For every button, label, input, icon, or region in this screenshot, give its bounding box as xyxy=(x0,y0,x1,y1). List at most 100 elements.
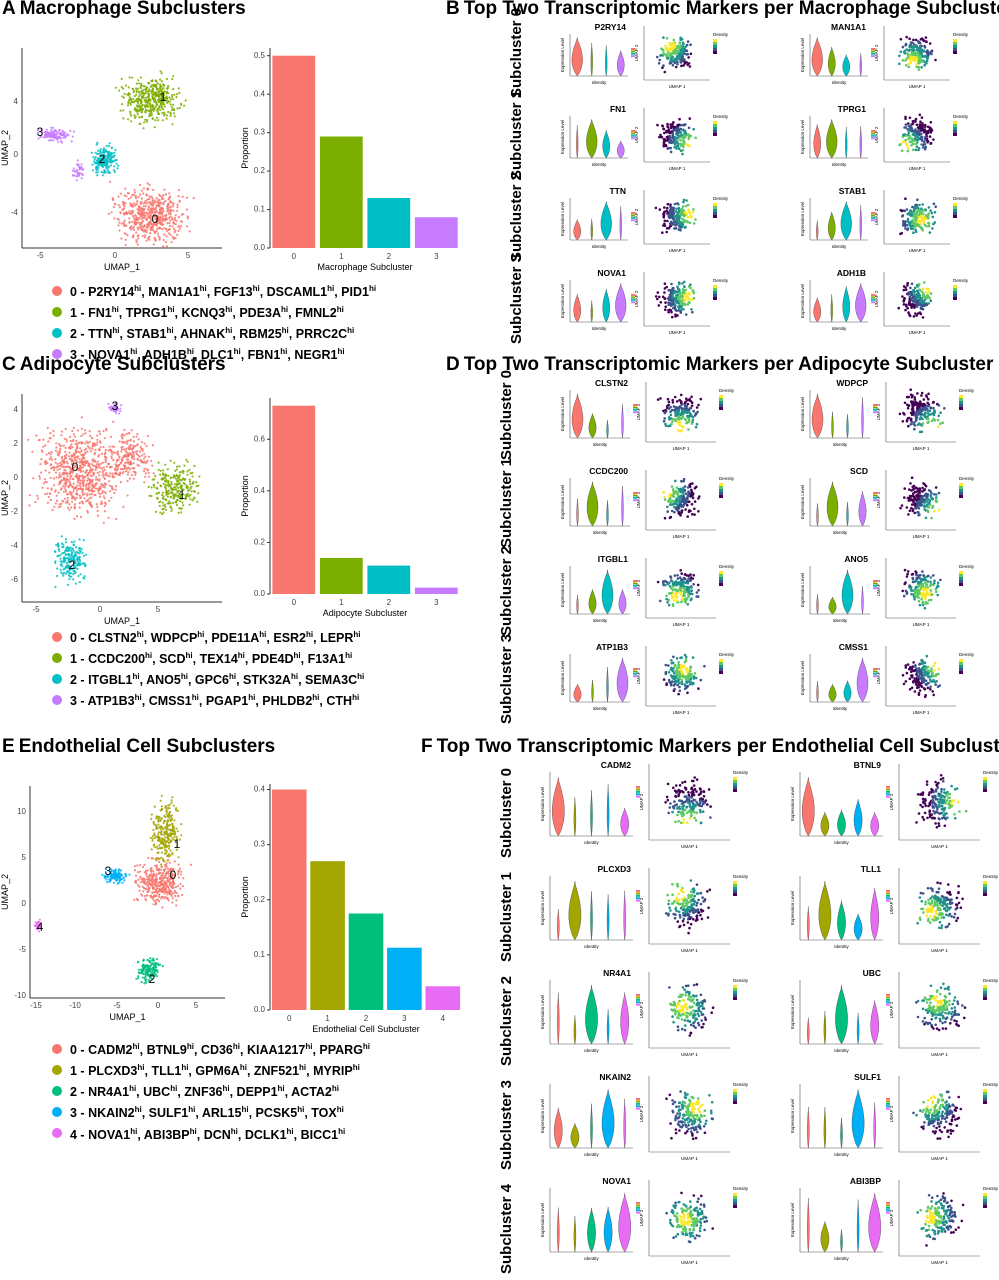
umap-point xyxy=(144,978,147,981)
legend-item-0: 0 - CADM2hi, BTNL9hi, CD36hi, KIAA1217hi… xyxy=(52,1038,370,1059)
umap-point xyxy=(129,112,132,115)
umap-point xyxy=(180,870,183,873)
umap-point xyxy=(44,469,47,472)
umap-point xyxy=(170,894,173,897)
umap-point xyxy=(136,243,139,246)
umap-point xyxy=(137,195,140,198)
density-y-label: UMAP 2 xyxy=(889,1105,894,1122)
umap-point xyxy=(114,469,117,472)
umap-point xyxy=(137,884,140,887)
umap-point xyxy=(61,552,64,555)
umap-point xyxy=(88,478,91,481)
umap-point xyxy=(89,465,92,468)
umap-point xyxy=(138,116,141,119)
umap-point xyxy=(70,572,73,575)
umap-point xyxy=(158,815,161,819)
umap-point xyxy=(188,478,191,481)
density-x-label: UMAP 1 xyxy=(669,330,686,335)
subcluster-row-label: Subcluster 1 xyxy=(498,457,515,548)
umap-point xyxy=(161,846,164,849)
umap-point xyxy=(69,439,72,443)
umap-point xyxy=(112,459,115,462)
umap-point xyxy=(158,847,161,850)
violin-shape xyxy=(619,206,622,241)
umap-point xyxy=(134,221,137,224)
density-points xyxy=(654,280,696,319)
umap-point xyxy=(157,199,160,202)
umap-point xyxy=(118,89,121,92)
umap-point xyxy=(174,494,177,497)
umap-point xyxy=(108,480,111,483)
umap-point xyxy=(34,500,37,504)
umap-point xyxy=(143,228,146,231)
umap-point xyxy=(107,449,110,452)
umap-point xyxy=(76,443,79,446)
umap-point xyxy=(130,429,133,432)
umap-point xyxy=(119,471,122,474)
umap-point xyxy=(86,487,90,490)
umap-point xyxy=(192,481,195,484)
umap-point xyxy=(98,478,101,481)
umap-point xyxy=(165,117,168,120)
umap-point xyxy=(165,474,168,477)
umap-point xyxy=(72,490,75,493)
umap-point xyxy=(89,450,93,453)
umap-point xyxy=(57,544,60,547)
umap-point xyxy=(178,483,181,486)
density-x-label: UMAP 1 xyxy=(669,84,686,89)
umap-point xyxy=(165,230,168,233)
umap-x-label: UMAP_1 xyxy=(109,1012,145,1022)
umap-point xyxy=(57,465,60,468)
violin-shape xyxy=(828,46,836,77)
umap-point xyxy=(160,856,163,859)
marker-gene-title: NR4A1 xyxy=(603,968,631,978)
umap-point xyxy=(64,538,67,541)
umap-point xyxy=(155,894,158,897)
violin-x-label: Identity xyxy=(593,530,608,535)
umap-point xyxy=(101,873,104,877)
umap-cluster-label: 3 xyxy=(105,864,112,878)
density-y-label: UMAP 2 xyxy=(639,1105,644,1122)
violin-shape xyxy=(856,1199,860,1253)
violin-shape xyxy=(818,881,832,941)
umap-point xyxy=(120,86,123,89)
umap-point xyxy=(154,864,157,867)
umap-point xyxy=(58,464,62,467)
umap-point xyxy=(133,114,136,117)
umap-point xyxy=(189,863,193,866)
umap-point xyxy=(150,962,154,965)
umap-point xyxy=(79,484,82,487)
umap-point xyxy=(82,554,85,557)
umap-x-label: UMAP_1 xyxy=(104,262,140,272)
umap-point xyxy=(143,442,146,445)
umap-point xyxy=(195,481,198,484)
umap-point xyxy=(147,968,150,971)
umap-point xyxy=(181,478,184,481)
umap-point xyxy=(160,863,163,866)
violin-x-label: Identity xyxy=(833,442,848,447)
umap-point xyxy=(177,856,180,859)
umap-point xyxy=(180,213,183,216)
umap-point xyxy=(80,416,83,419)
umap-point xyxy=(114,86,117,89)
umap-point xyxy=(35,434,38,437)
umap-point xyxy=(49,498,53,502)
umap-point xyxy=(145,981,148,984)
umap-point xyxy=(170,509,173,512)
legend-dot xyxy=(52,1128,62,1139)
umap-point xyxy=(113,217,116,220)
umap-point xyxy=(71,446,74,449)
umap-point xyxy=(157,819,160,822)
umap-point xyxy=(142,958,145,961)
umap-point xyxy=(138,105,141,108)
umap-point xyxy=(129,444,133,447)
umap-point xyxy=(146,459,149,462)
umap-point xyxy=(167,485,170,488)
bar-x-tick-label: 3 xyxy=(402,1014,407,1023)
umap-point xyxy=(147,856,150,859)
umap-point xyxy=(159,108,162,112)
violin-shape xyxy=(873,1102,876,1149)
umap-point xyxy=(162,239,165,242)
umap-point xyxy=(180,507,183,510)
